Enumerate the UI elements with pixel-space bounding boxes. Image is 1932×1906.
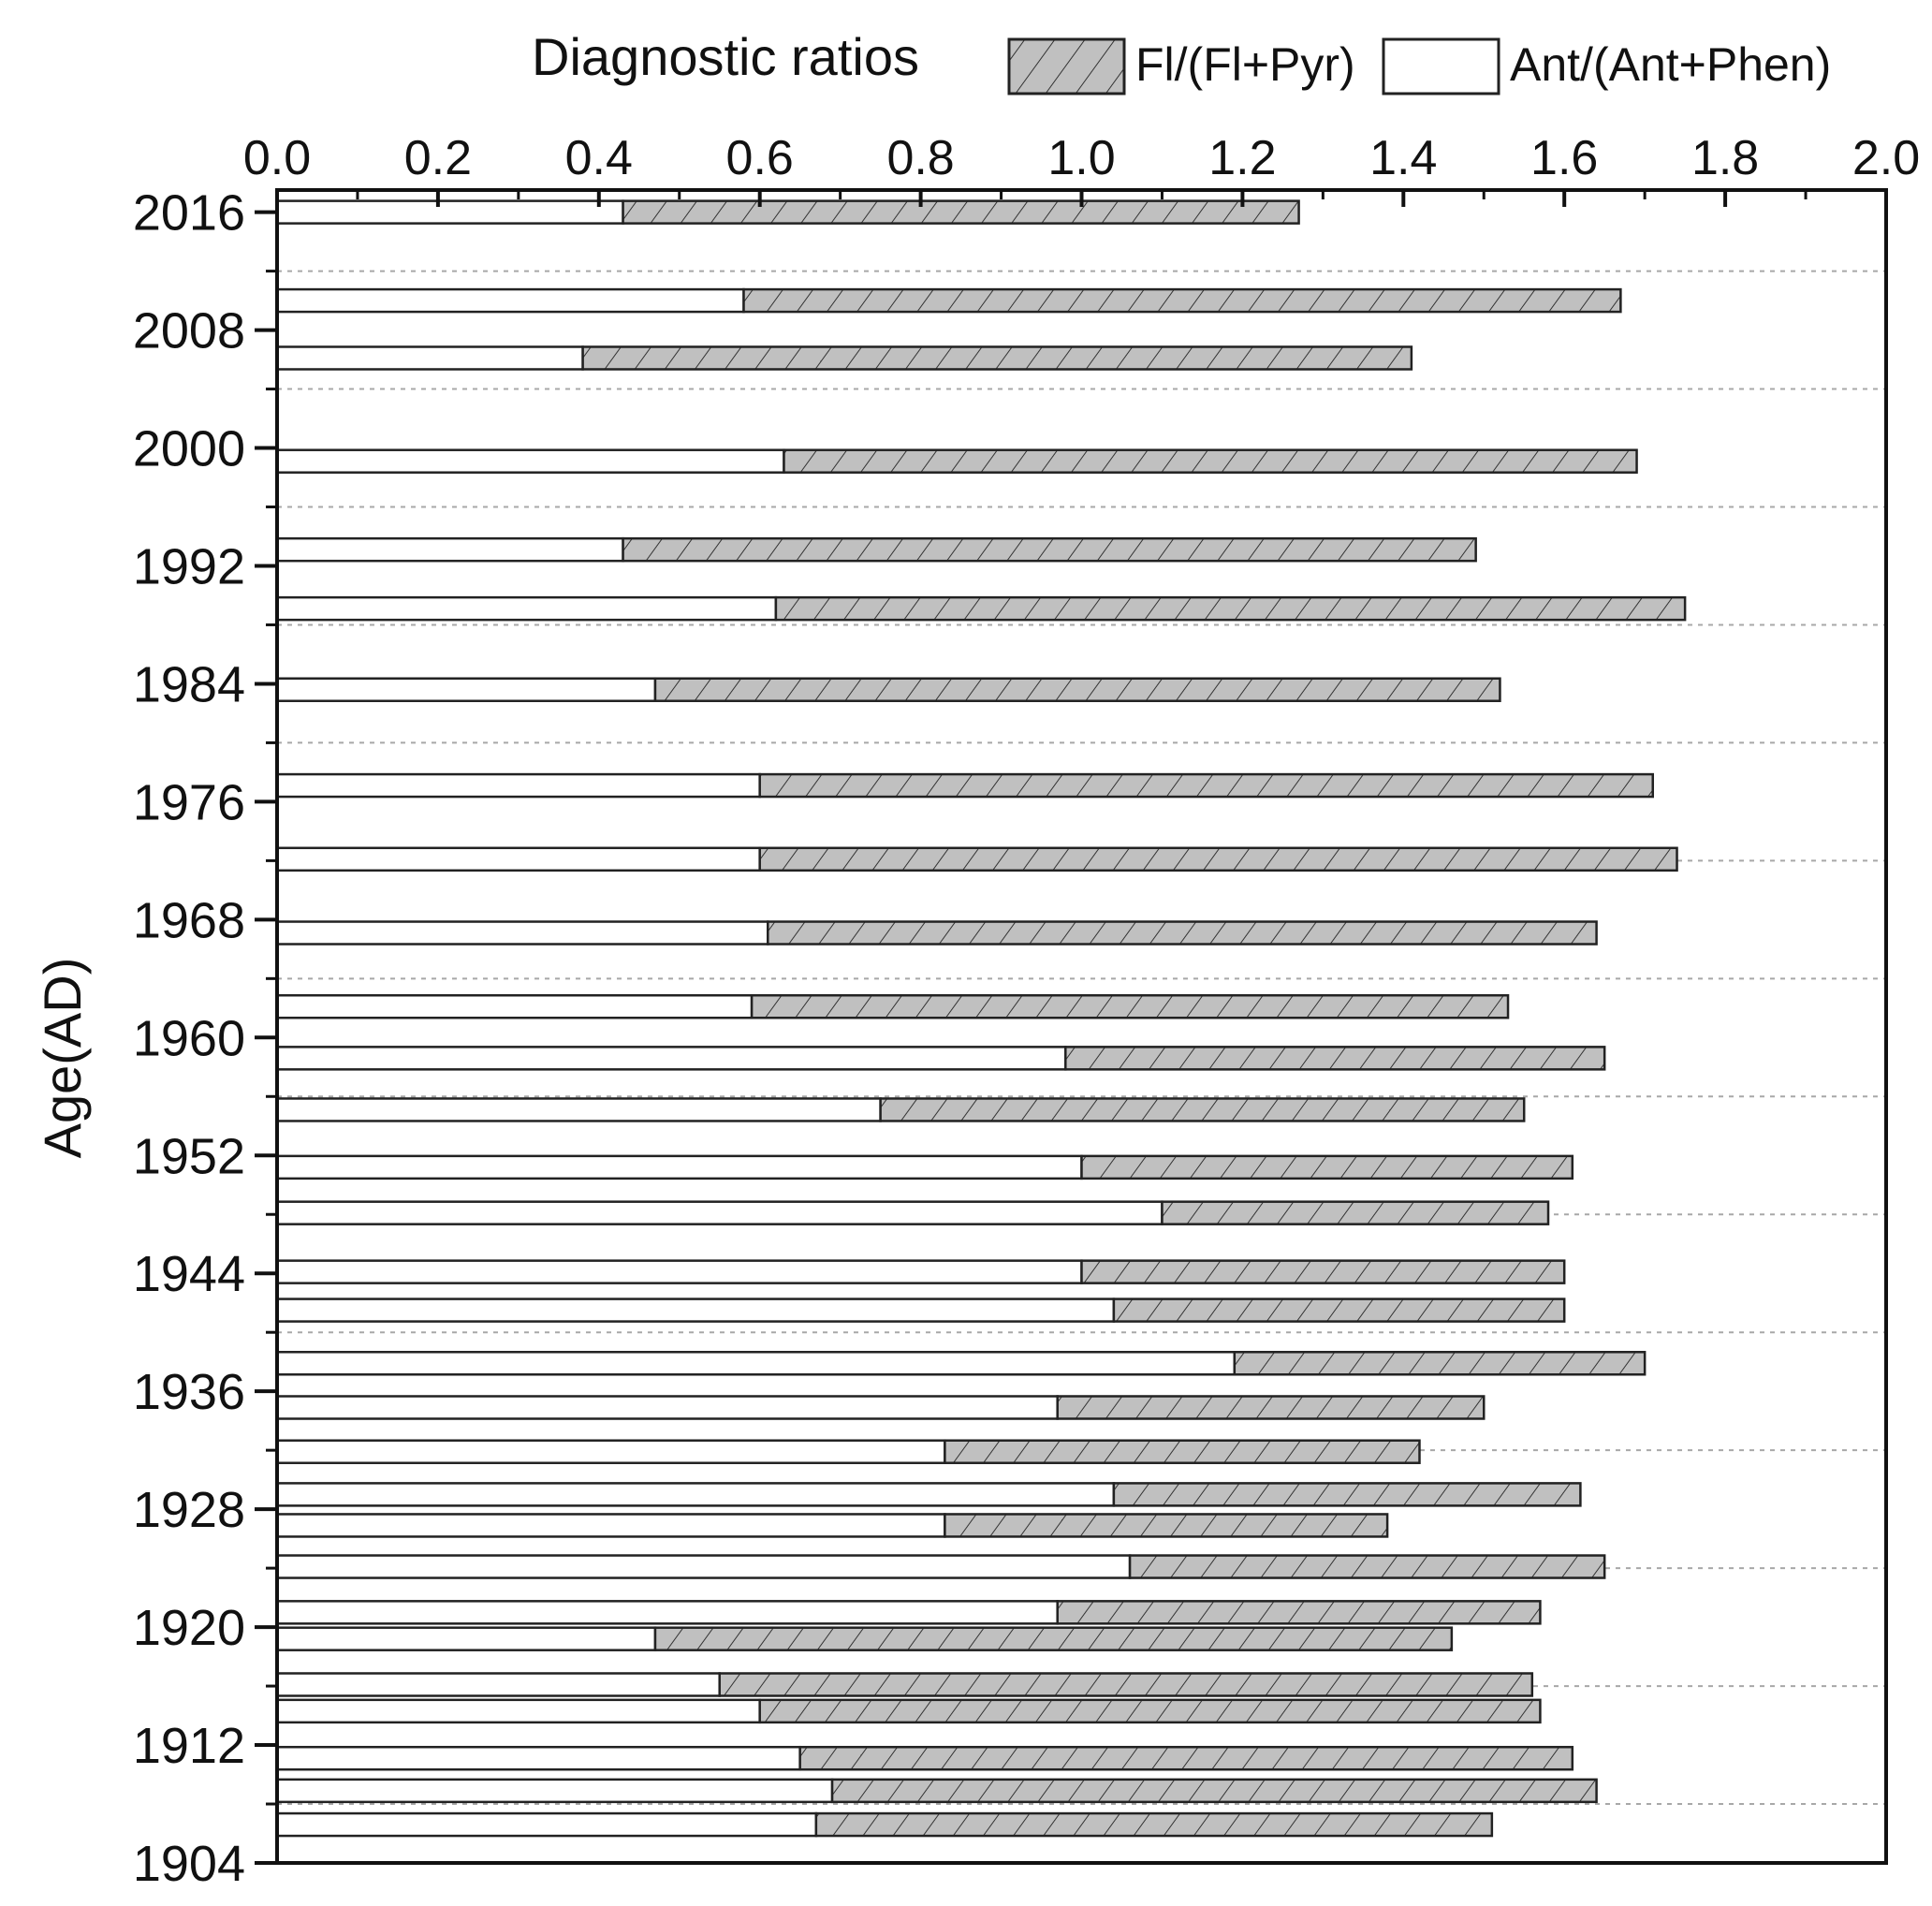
bar-ant-phen	[275, 1811, 818, 1838]
bar-ant-phen	[275, 536, 624, 563]
bar-fl-pyr	[944, 1513, 1389, 1538]
bar-ant-phen	[275, 1259, 1083, 1284]
x-tick-label: 1.2	[1208, 131, 1276, 185]
bar-ant-phen	[275, 1513, 946, 1538]
bar-fl-pyr	[653, 677, 1501, 702]
x-tick-label: 1.0	[1047, 131, 1115, 185]
bar-ant-phen	[275, 920, 769, 946]
x-tick-label: 0.8	[886, 131, 954, 185]
y-tick-label: 1904	[133, 1836, 245, 1892]
bar-fl-pyr	[783, 448, 1638, 474]
bar-fl-pyr	[1080, 1259, 1566, 1284]
chart-title: Diagnostic ratios	[532, 27, 919, 86]
bar-fl-pyr	[718, 1672, 1534, 1697]
bar-ant-phen	[275, 846, 761, 872]
x-tick-label: 1.6	[1530, 131, 1598, 185]
bar-ant-phen	[275, 1298, 1116, 1323]
y-tick-label: 2008	[133, 303, 245, 359]
y-tick-label: 1976	[133, 774, 245, 830]
bar-fl-pyr	[798, 1745, 1574, 1771]
x-tick-label: 1.4	[1369, 131, 1437, 185]
bar-ant-phen	[275, 1482, 1116, 1507]
bar-fl-pyr	[653, 1626, 1454, 1651]
bar-fl-pyr	[1112, 1482, 1582, 1507]
bar-ant-phen	[275, 1395, 1059, 1420]
bar-fl-pyr	[1128, 1554, 1606, 1579]
bar-ant-phen	[275, 677, 657, 702]
legend-swatch-fl-pyr	[1007, 37, 1126, 95]
bar-fl-pyr	[1112, 1298, 1566, 1323]
y-tick-label: 1984	[133, 656, 245, 712]
bar-ant-phen	[275, 1698, 761, 1724]
bar-fl-pyr	[581, 345, 1413, 371]
bar-ant-phen	[275, 448, 785, 474]
x-tick-label: 2.0	[1852, 131, 1920, 185]
bar-fl-pyr	[767, 920, 1598, 946]
bar-fl-pyr	[814, 1811, 1494, 1838]
bar-ant-phen	[275, 595, 778, 622]
y-tick-label: 1912	[133, 1718, 245, 1774]
bar-ant-phen	[275, 345, 584, 371]
bar-ant-phen	[275, 1097, 882, 1122]
bar-ant-phen	[275, 199, 624, 225]
x-tick-label: 1.8	[1691, 131, 1759, 185]
bar-ant-phen	[275, 1439, 946, 1464]
bar-fl-pyr	[622, 199, 1300, 225]
bar-fl-pyr	[758, 772, 1654, 799]
bar-fl-pyr	[944, 1439, 1421, 1464]
bar-ant-phen	[275, 1778, 834, 1804]
y-tick-label: 1920	[133, 1600, 245, 1656]
y-tick-label: 1952	[133, 1128, 245, 1184]
bar-ant-phen	[275, 1672, 721, 1697]
y-tick-label: 2000	[133, 421, 245, 477]
legend-swatch-ant-phen	[1382, 37, 1500, 95]
bar-fl-pyr	[1080, 1154, 1574, 1180]
y-tick-label: 1992	[133, 538, 245, 594]
bar-fl-pyr	[1056, 1600, 1542, 1625]
x-tick-label: 0.4	[565, 131, 633, 185]
y-tick-label: 1936	[133, 1364, 245, 1420]
x-tick-label: 0.0	[243, 131, 311, 185]
bar-ant-phen	[275, 1600, 1059, 1625]
bar-fl-pyr	[622, 536, 1477, 563]
bar-ant-phen	[275, 287, 745, 314]
legend-label-ant-phen: Ant/(Ant+Phen)	[1510, 38, 1831, 91]
bar-fl-pyr	[1056, 1395, 1486, 1420]
bar-ant-phen	[275, 1046, 1067, 1071]
legend-label-fl-pyr: Fl/(Fl+Pyr)	[1135, 38, 1355, 91]
y-tick-label: 1944	[133, 1246, 245, 1302]
bar-fl-pyr	[758, 846, 1678, 872]
bar-fl-pyr	[830, 1778, 1598, 1804]
y-axis: 2016 2008 2000 1992 1984 1976 1968 1960 1952 1944…	[133, 185, 277, 1892]
bar-ant-phen	[275, 1200, 1164, 1225]
y-tick-label: 1960	[133, 1010, 245, 1066]
bar-ant-phen	[275, 1554, 1132, 1579]
bar-fl-pyr	[750, 993, 1510, 1019]
bar-fl-pyr	[1161, 1200, 1550, 1225]
y-tick-label: 1928	[133, 1482, 245, 1538]
bar-ant-phen	[275, 1154, 1083, 1180]
bar-ant-phen	[275, 1626, 657, 1651]
bar-fl-pyr	[774, 595, 1687, 622]
bar-ant-phen	[275, 772, 761, 799]
bar-fl-pyr	[1233, 1351, 1647, 1376]
bar-fl-pyr	[742, 287, 1622, 314]
x-axis: 0.0 0.2 0.4 0.6 0.8 1.0 1.2 1.4 1.6 1.8 2.0	[243, 131, 1920, 207]
bars	[275, 199, 1687, 1838]
bar-fl-pyr	[1064, 1046, 1606, 1071]
x-tick-label: 0.6	[726, 131, 794, 185]
bar-ant-phen	[275, 1745, 801, 1771]
bar-ant-phen	[275, 1351, 1237, 1376]
y-tick-label: 1968	[133, 892, 245, 948]
legend: Fl/(Fl+Pyr) Ant/(Ant+Phen)	[1007, 37, 1831, 95]
bar-ant-phen	[275, 993, 754, 1019]
bar-fl-pyr	[758, 1698, 1542, 1724]
y-axis-title: Age(AD)	[33, 958, 92, 1159]
x-tick-label: 0.2	[404, 131, 472, 185]
bar-fl-pyr	[879, 1097, 1526, 1122]
y-tick-label: 2016	[133, 185, 245, 242]
